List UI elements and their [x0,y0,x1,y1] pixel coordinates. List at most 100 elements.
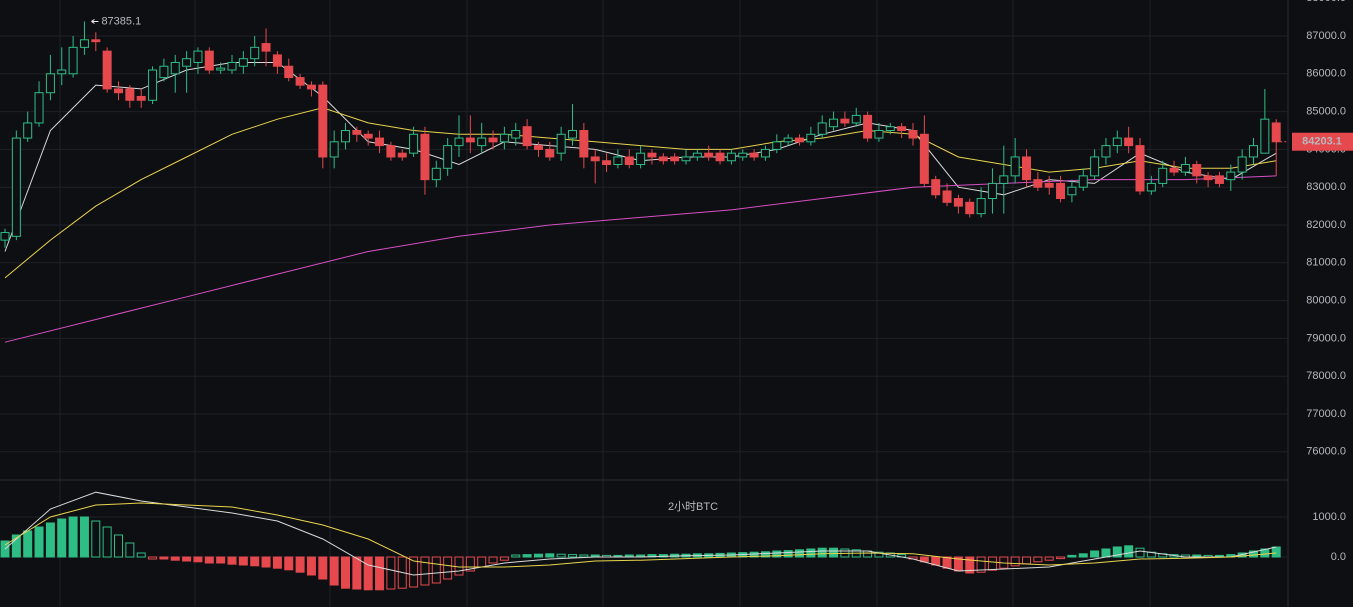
macd-bar [817,547,827,558]
macd-bar [454,556,464,576]
candle-body [931,179,941,196]
candle-body [806,133,816,143]
candle-body [897,126,907,132]
candle-body [602,160,612,166]
candle-body [795,137,804,143]
candle-body [329,141,339,158]
candle-body [919,133,929,184]
macd-bar [545,553,555,558]
candle-body [216,67,226,71]
watermark: 2小时BTC [668,500,718,513]
y-tick-label: 0.0 [1331,551,1346,563]
candle-body [261,43,271,52]
candle-body [511,130,521,139]
y-tick-label: 82000.0 [1306,219,1346,231]
candle-body [851,114,861,124]
candle-body [488,137,498,143]
candle-body [976,198,986,215]
macd-bar [511,554,521,558]
macd-bar [136,552,146,558]
candle-body [170,61,180,75]
candle-body [1033,179,1043,188]
candle-body [987,182,997,200]
candle-body [783,137,793,143]
macd-bar [125,542,135,558]
candle-body [34,92,44,124]
candle-body [91,39,101,43]
candle-body [386,145,396,158]
macd-bar [499,556,509,561]
macd-bar [341,556,350,589]
macd-bar [34,526,44,558]
macd-bar [114,534,123,558]
macd-bar [272,556,282,569]
candle-body [1192,164,1202,177]
macd-bar [1067,554,1077,558]
candle-body [477,137,487,147]
macd-bar [57,518,67,558]
candle-body [1135,145,1145,192]
macd-bar [987,556,997,571]
candle-body [613,156,623,166]
macd-bar [829,547,839,558]
candle-body [11,137,21,237]
macd-bar [522,554,532,558]
candle-body [545,148,555,158]
y-tick-label: 78000.0 [1306,370,1346,382]
candle-body [704,152,714,158]
macd-bar [193,556,203,563]
y-tick-label: 76000.0 [1306,446,1346,458]
candle-body [1146,182,1156,192]
macd-bar [102,526,112,558]
macd-bar [1010,556,1020,567]
candle-body [1169,167,1179,173]
candle-body [647,152,657,158]
candle-body [295,77,305,86]
candle-body [1124,137,1134,147]
candle-body [125,88,135,101]
candle-body [749,152,759,158]
candle-body [1214,175,1224,184]
candle-body [352,130,362,135]
y-tick-label: 1000.0 [1312,511,1346,523]
macd-bar [1033,556,1043,563]
candle-body [159,65,169,79]
y-tick-label: 86000.0 [1306,68,1346,80]
macd-bar [874,551,884,558]
candle-body [1271,122,1281,143]
macd-bar [795,549,804,558]
macd-bar [942,556,952,569]
candle-body [624,156,634,166]
y-tick-label: 88000.0 [1306,0,1346,4]
candle-body [1180,164,1190,173]
macd-bar [91,520,101,558]
macd-bar [261,556,271,568]
macd-bar [284,556,294,571]
candle-body [431,167,441,181]
macd-bar [11,534,21,558]
macd-bar [420,556,430,586]
macd-bar [1271,546,1281,558]
candle-body [533,145,543,150]
candle-body [136,95,146,101]
macd-bar [1249,550,1258,558]
candle-body [522,126,532,147]
candle-body [863,114,873,139]
candle-body [454,137,464,147]
y-tick-label: 77000.0 [1306,408,1346,420]
macd-bar [306,556,316,576]
candle-body [182,58,192,67]
candle-body [953,198,963,207]
indicator-line [4,107,1277,279]
macd-bar [806,548,816,558]
candle-body [1010,156,1020,177]
macd-bar [352,556,362,590]
candle-body [760,148,770,158]
macd-bar [386,556,396,590]
macd-bar [1135,547,1145,558]
macd-bar [783,550,793,558]
macd-bar [1078,553,1088,558]
vertical-grid [59,0,1151,607]
candle-body [57,69,67,75]
